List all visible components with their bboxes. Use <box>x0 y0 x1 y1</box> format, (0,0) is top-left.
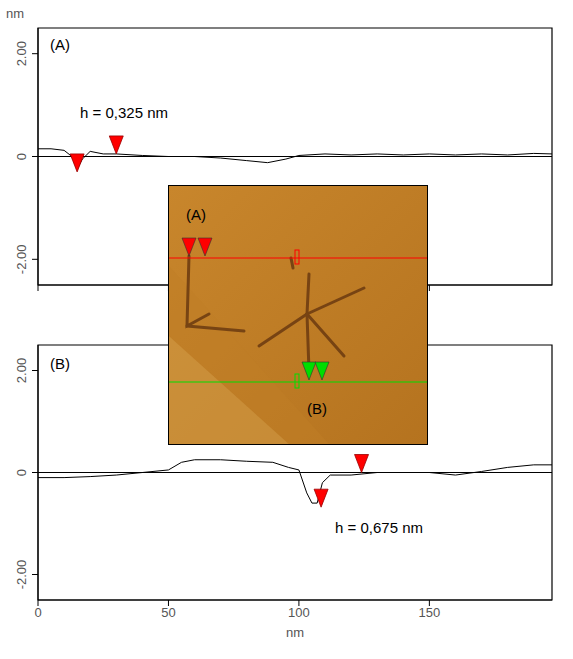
svg-text:100: 100 <box>288 605 310 620</box>
svg-text:50: 50 <box>161 605 175 620</box>
html-text:h = 0,675 nm: h = 0,675 nm <box>335 519 423 536</box>
svg-text:0: 0 <box>14 469 29 476</box>
svg-text:nm: nm <box>286 625 304 640</box>
svg-text:2.00: 2.00 <box>14 358 29 383</box>
svg-text:2.00: 2.00 <box>14 41 29 66</box>
html-text:nm: nm <box>6 6 25 21</box>
svg-text:150: 150 <box>419 605 441 620</box>
svg-text:0: 0 <box>14 153 29 160</box>
svg-text:-2.00: -2.00 <box>14 560 29 590</box>
html-text:h = 0,325 nm: h = 0,325 nm <box>80 104 168 121</box>
svg-text:0: 0 <box>34 605 41 620</box>
html-text:(A): (A) <box>50 36 70 53</box>
html-text:(B): (B) <box>50 355 70 372</box>
svg-text:(B): (B) <box>307 400 327 417</box>
svg-text:-2.00: -2.00 <box>14 244 29 274</box>
svg-text:(A): (A) <box>186 206 206 223</box>
